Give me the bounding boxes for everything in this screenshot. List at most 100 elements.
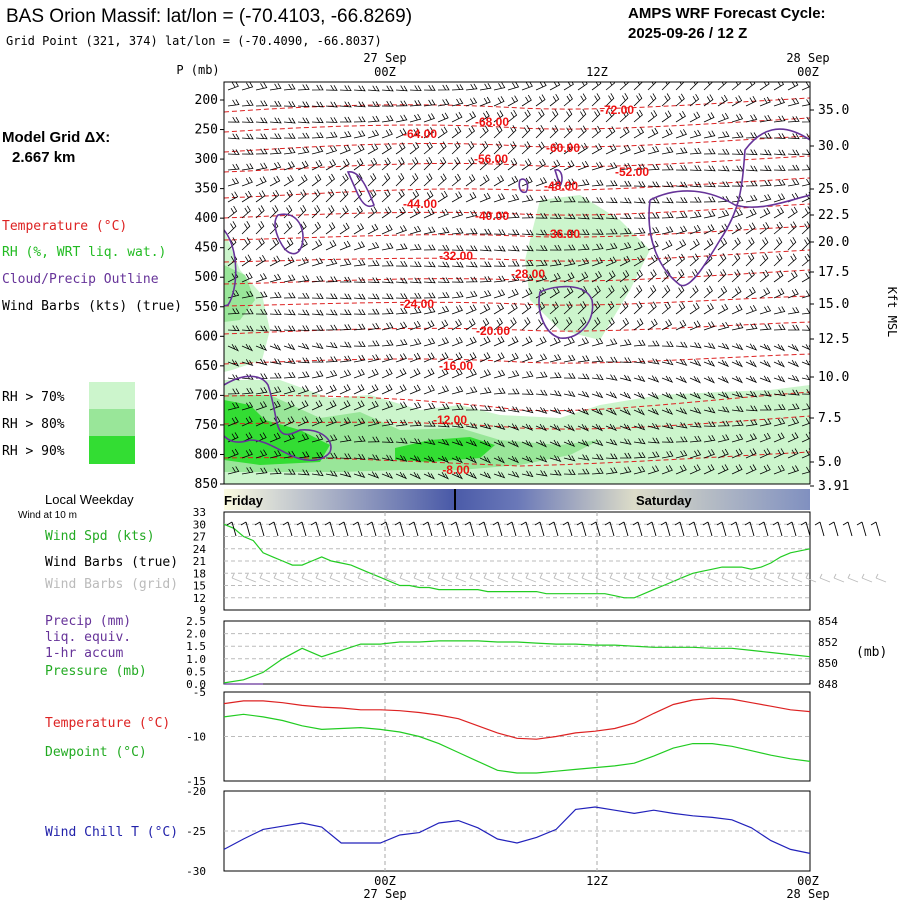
wind-barb: [689, 464, 701, 475]
wind-barb: [619, 144, 631, 155]
wind-barb: [773, 270, 784, 283]
wind-barb: [689, 421, 702, 428]
wind-barb: [311, 356, 324, 363]
wind-barb: [521, 336, 533, 347]
wind-barb: [409, 225, 422, 235]
wind-barb: [787, 236, 797, 251]
wind-barb: [661, 128, 673, 139]
surface-wind-barb: [408, 521, 419, 537]
rh-key-70-swatch: [89, 382, 135, 409]
wind-barb: [451, 98, 464, 107]
wind-barb: [787, 270, 798, 283]
wind-barb: [717, 448, 729, 459]
grid-wind-barb: [399, 573, 411, 583]
surface-wind-barb: [660, 521, 671, 537]
wind-barb: [507, 109, 518, 123]
wind-barb: [605, 143, 617, 155]
wind-barb: [409, 455, 422, 463]
wind-barb: [703, 421, 716, 427]
wind-barb: [535, 353, 548, 363]
wind-barb: [297, 371, 310, 379]
grid-wind-barb: [819, 573, 831, 583]
wind-barb: [269, 237, 280, 251]
wind-barb: [689, 238, 700, 251]
wind-barb: [675, 147, 688, 155]
wind-barb: [381, 206, 392, 219]
wind-barb: [745, 95, 757, 107]
wind-barb: [689, 391, 702, 400]
wind-barb: [367, 418, 380, 427]
wind-barb: [619, 126, 630, 139]
wind-barb: [381, 401, 393, 411]
precip-legend-3: Pressure (mb): [45, 664, 147, 679]
wind-barb: [437, 471, 450, 480]
wind-barb: [423, 173, 433, 187]
wind-barb: [605, 242, 618, 251]
wind-barb: [661, 436, 674, 443]
wind-barb: [647, 93, 657, 107]
grid-wind-barb: [721, 573, 733, 583]
wind-barb: [591, 109, 601, 123]
wind-barb: [549, 195, 562, 203]
wind-barb: [549, 244, 562, 251]
temperature-contour-label: -36.00: [546, 227, 580, 241]
weekday-bar: [224, 489, 810, 510]
wind-barb: [241, 401, 254, 411]
wind-barb: [325, 131, 338, 139]
wind-barb: [563, 272, 575, 283]
wind-barb: [788, 324, 800, 331]
grid-wind-barb: [567, 573, 579, 583]
wind-barb: [437, 277, 450, 284]
wind-barb: [409, 307, 422, 315]
wind-barb: [549, 272, 561, 283]
surface-wind-barb: [786, 521, 797, 537]
wind-barb: [451, 261, 464, 268]
wind-barb: [731, 95, 743, 107]
wind-barb: [549, 423, 562, 432]
wind-barb: [367, 223, 379, 235]
wind-barb: [395, 437, 408, 444]
wind-barb: [465, 157, 475, 171]
wind-barb: [521, 440, 534, 448]
wind-barb: [675, 319, 687, 331]
wind-barb: [633, 407, 646, 416]
wind-barb: [549, 390, 562, 397]
wind-barb: [689, 181, 702, 188]
wind-barb: [409, 243, 422, 251]
wind-barb: [395, 277, 408, 284]
wind-barb: [535, 141, 545, 155]
grid-wind-barb: [343, 573, 355, 583]
wind-barb: [801, 432, 810, 443]
grid-wind-barb: [273, 573, 285, 583]
wind-barb: [619, 242, 632, 251]
wind-barb: [227, 325, 240, 332]
wind-barb: [549, 301, 559, 315]
grid-wind-barb: [329, 573, 341, 583]
wind-barb: [437, 173, 447, 187]
wind-barb: [689, 359, 702, 367]
wind-barb: [661, 464, 673, 475]
wind-barb: [661, 269, 671, 283]
wind-barb: [759, 375, 772, 383]
wind-barb: [283, 83, 296, 91]
wind-barb: [521, 302, 532, 315]
wind-barb: [731, 131, 744, 139]
wind-barb: [675, 302, 686, 315]
wind-barb: [339, 384, 351, 395]
wind-barb: [395, 189, 405, 203]
wind-barb: [451, 227, 464, 235]
wind-barb: [465, 174, 476, 187]
wind-barb: [717, 391, 730, 399]
wind-barb: [269, 309, 282, 316]
wind-barb: [773, 375, 786, 383]
wind-barb: [675, 197, 688, 203]
wind-barb: [227, 388, 240, 395]
wind-barb: [577, 355, 590, 363]
wind-barb: [255, 291, 268, 299]
grid-wind-barb: [553, 573, 565, 583]
wind-barb: [479, 405, 492, 412]
height-ticks: 35.0 30.0 25.0 22.5 20.0 17.5 15.0 12.5 10.0 7.5 5…: [810, 103, 849, 494]
wind-barb: [339, 355, 352, 363]
station-title: BAS Orion Massif: lat/lon = (-70.4103, -…: [6, 6, 412, 27]
wind-barb: [423, 384, 435, 395]
